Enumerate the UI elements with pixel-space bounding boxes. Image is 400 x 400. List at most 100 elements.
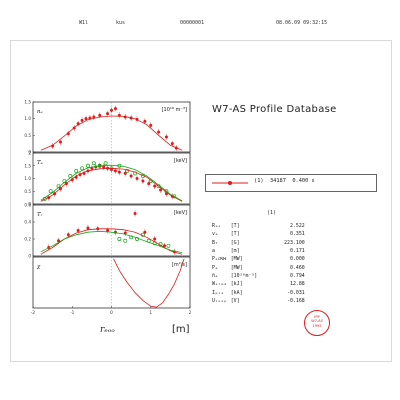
y-tick-label: 2 bbox=[28, 151, 31, 156]
fit-curve bbox=[40, 164, 183, 202]
data-point bbox=[123, 171, 127, 175]
param-unit: [m] bbox=[230, 248, 240, 255]
param-row: Pₑᴄʀʜ [MW] 0.000 bbox=[210, 255, 307, 263]
data-point bbox=[129, 174, 133, 178]
x-tick-label: 1 bbox=[149, 310, 152, 315]
param-value: -0.031 bbox=[287, 289, 305, 296]
param-name: Pₑᴄʀʜ bbox=[212, 256, 227, 263]
y-tick-label: 0.4 bbox=[24, 220, 31, 225]
param-unit: [T] bbox=[230, 223, 240, 229]
data-point bbox=[85, 163, 90, 168]
y-tick-label: 0.5 bbox=[24, 133, 31, 138]
header-datetime: 08.06.09 09:32:15 bbox=[276, 20, 328, 26]
legend-shot: 34187 bbox=[269, 178, 286, 184]
legend-box bbox=[205, 174, 377, 192]
panel-3: χ [m²/s] -2 -1 0 1 2 rₑₒₒ [m] bbox=[31, 256, 192, 335]
panel-2: 0 0.2 0.4 0.6 Tᵢ [keV] bbox=[24, 203, 191, 259]
data-point bbox=[86, 226, 90, 230]
x-tick-label: 2 bbox=[189, 310, 192, 315]
param-value: 0.171 bbox=[290, 248, 305, 255]
data-point bbox=[129, 235, 134, 240]
data-point bbox=[80, 166, 85, 171]
param-name: a bbox=[212, 248, 215, 255]
data-point bbox=[74, 168, 79, 173]
param-row: n̄ₑ [10²⁰m⁻³] 0.794 bbox=[210, 272, 307, 280]
data-point bbox=[80, 118, 84, 122]
param-name: Pₑ bbox=[212, 264, 218, 271]
param-name: Wₛᵢₘₘ bbox=[212, 281, 227, 288]
stamp-line: W7-AS bbox=[311, 319, 323, 324]
x-tick-label: -2 bbox=[31, 310, 36, 315]
y-axis-label: Tₑ bbox=[37, 160, 43, 166]
data-point bbox=[153, 184, 157, 188]
param-value: 0.351 bbox=[290, 231, 305, 238]
param-name: n̄ₑ bbox=[212, 273, 218, 280]
data-point bbox=[123, 238, 128, 243]
fit-curve bbox=[113, 258, 185, 308]
data-point bbox=[123, 231, 127, 235]
data-point bbox=[143, 119, 147, 123]
data-point bbox=[164, 135, 168, 139]
stamp-line: 1995 bbox=[312, 323, 322, 328]
y-tick-label: 1.0 bbox=[24, 116, 31, 121]
fit-curve bbox=[40, 230, 183, 253]
param-row: Wₛᵢₘₘ [kJ] 12.88 bbox=[210, 280, 307, 288]
y-tick-label: 0 bbox=[28, 150, 31, 155]
header-user: kus bbox=[116, 20, 126, 26]
data-point bbox=[153, 237, 157, 241]
y-tick-label: 0 bbox=[28, 202, 31, 207]
data-point bbox=[133, 212, 137, 215]
y-tick-label: 1.5 bbox=[24, 163, 31, 168]
data-point bbox=[149, 123, 153, 127]
param-unit: [T] bbox=[230, 231, 240, 238]
param-unit: [10²⁰m⁻³] bbox=[230, 273, 258, 280]
fit-curve bbox=[40, 115, 183, 151]
param-row: Rₐₓ [T] 2.522 bbox=[210, 222, 307, 230]
parameter-table: Rₐₓ [T] 2.522 vₐ [T] 0.351 Bₜ [G] 223.100 a [m] 0.1… bbox=[210, 222, 307, 305]
data-point bbox=[143, 230, 147, 234]
param-row: a [m] 0.171 bbox=[210, 247, 307, 255]
data-point bbox=[76, 229, 80, 232]
unit-label: [10¹⁹ m⁻³] bbox=[162, 107, 187, 113]
ipp-stamp-icon: IPP W7-AS 1995 bbox=[304, 310, 330, 336]
param-name: Uₗₒₒₚ bbox=[212, 298, 227, 305]
param-unit: [V] bbox=[230, 298, 240, 305]
param-value: 0.000 bbox=[290, 256, 305, 263]
stamp-line: IPP bbox=[314, 315, 320, 319]
y-tick-label: 0 bbox=[28, 254, 31, 259]
data-point bbox=[84, 117, 88, 121]
legend-time: 0.400 s bbox=[292, 178, 315, 184]
param-value: 0.794 bbox=[290, 273, 305, 280]
x-tick-label: -1 bbox=[70, 310, 75, 315]
param-name: Rₐₓ bbox=[212, 223, 221, 229]
y-tick-label: 0.2 bbox=[24, 237, 31, 242]
unit-label: [keV] bbox=[174, 210, 187, 216]
param-unit: [MW] bbox=[230, 256, 243, 263]
param-value: 2.522 bbox=[290, 223, 305, 229]
param-name: vₐ bbox=[212, 231, 218, 238]
data-point bbox=[98, 113, 102, 117]
param-unit: [kJ] bbox=[230, 281, 243, 288]
param-value: 223.100 bbox=[284, 239, 305, 246]
params-column-header: (1) bbox=[267, 210, 277, 216]
data-point bbox=[117, 237, 122, 241]
param-value: -0.168 bbox=[287, 298, 305, 305]
x-unit-label: [m] bbox=[172, 324, 190, 335]
y-axis-label: Tᵢ bbox=[37, 212, 42, 218]
data-point bbox=[66, 233, 70, 237]
data-point bbox=[135, 177, 139, 180]
data-point bbox=[170, 142, 174, 146]
legend-marker: (1) bbox=[254, 178, 264, 184]
param-row: vₐ [T] 0.351 bbox=[210, 230, 307, 238]
page-title: W7-AS Profile Database bbox=[212, 104, 337, 115]
param-name: Bₜ bbox=[212, 239, 218, 246]
y-tick-label: 0.6 bbox=[24, 203, 31, 208]
param-row: Pₑ [MW] 0.460 bbox=[210, 264, 307, 272]
y-tick-label: 1.5 bbox=[24, 100, 31, 105]
data-point bbox=[91, 161, 96, 166]
unit-label: [m²/s] bbox=[172, 262, 187, 268]
data-point bbox=[103, 161, 108, 166]
y-tick-label: 0.5 bbox=[24, 189, 31, 194]
data-point bbox=[117, 170, 121, 174]
